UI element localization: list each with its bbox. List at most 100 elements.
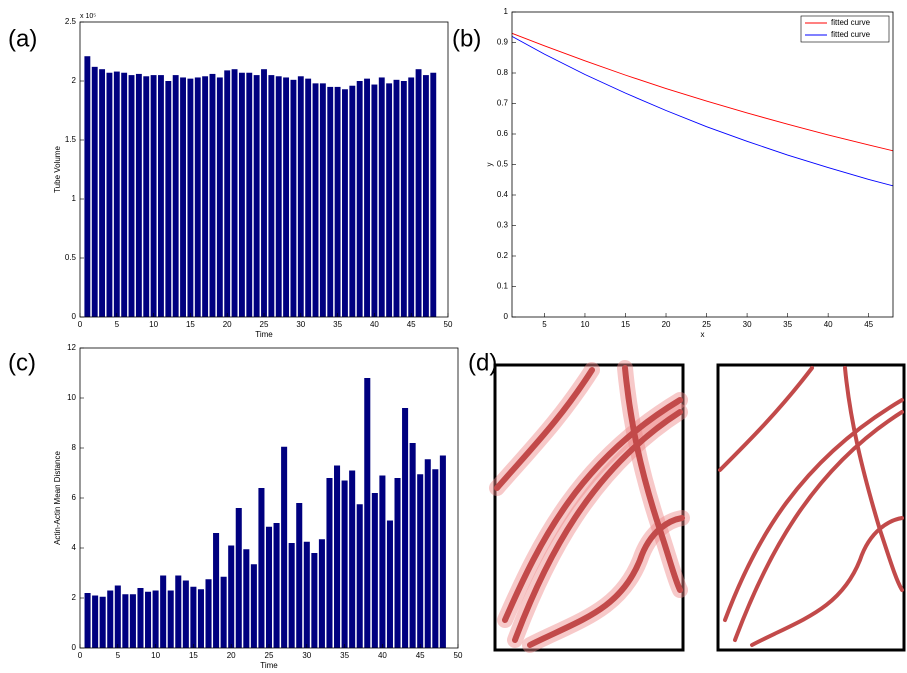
y-tick-label: 0.4 <box>497 190 509 199</box>
x-tick-label: 15 <box>189 651 198 660</box>
y-tick-label: 0 <box>72 643 77 652</box>
bar <box>167 590 174 648</box>
bar <box>202 76 209 317</box>
bar <box>143 76 150 317</box>
bar <box>341 480 348 648</box>
bar <box>91 66 98 317</box>
bar <box>318 539 325 648</box>
bar <box>197 589 204 648</box>
bar <box>432 469 439 648</box>
y-tick-label: 0.9 <box>497 38 509 47</box>
bar <box>424 459 431 648</box>
y-axis-label: Tube Volume <box>53 146 62 193</box>
x-tick-label: 20 <box>662 320 671 329</box>
bar <box>224 70 231 317</box>
bar <box>172 75 179 317</box>
bar <box>379 475 386 648</box>
bar <box>122 594 129 648</box>
bar <box>150 75 157 317</box>
bar <box>349 470 356 648</box>
y-tick-label: 0.3 <box>497 221 509 230</box>
bar <box>386 83 393 317</box>
bar <box>187 78 194 317</box>
bar <box>145 591 152 648</box>
bar <box>243 549 250 648</box>
x-tick-label: 40 <box>824 320 833 329</box>
x-tick-label: 50 <box>444 320 453 329</box>
bar <box>327 86 334 318</box>
y-tick-label: 0 <box>72 312 77 321</box>
bar <box>312 83 319 317</box>
bar <box>364 78 370 317</box>
x-tick-label: 50 <box>454 651 463 660</box>
x-axis-label: Time <box>260 661 278 670</box>
bar <box>137 588 144 648</box>
bar <box>364 378 371 648</box>
bar <box>250 564 257 648</box>
x-tick-label: 35 <box>340 651 349 660</box>
x-tick-label: 10 <box>151 651 160 660</box>
y-tick-label: 0.5 <box>497 160 509 169</box>
panel-label: (b) <box>452 25 481 52</box>
bar <box>400 81 407 317</box>
bar <box>238 72 245 318</box>
y-multiplier: x 10⁵ <box>80 13 96 20</box>
panel-label: (a) <box>8 25 37 52</box>
panel-label: (d) <box>468 349 497 376</box>
x-tick-label: 20 <box>223 320 232 329</box>
y-tick-label: 0 <box>504 312 509 321</box>
x-tick-label: 30 <box>296 320 305 329</box>
x-tick-label: 40 <box>378 651 387 660</box>
bar <box>205 579 212 648</box>
y-tick-label: 0.5 <box>65 253 77 262</box>
bar <box>180 77 186 318</box>
bar <box>246 72 253 318</box>
y-tick-label: 8 <box>72 443 77 452</box>
bar <box>265 526 273 648</box>
bar <box>190 586 197 648</box>
bar <box>182 580 189 648</box>
y-tick-label: 2 <box>72 593 77 602</box>
x-tick-label: 45 <box>407 320 416 329</box>
line <box>511 32 894 152</box>
bar <box>371 493 378 648</box>
x-tick-label: 10 <box>149 320 158 329</box>
filament-image-right <box>716 363 906 652</box>
x-tick-label: 40 <box>370 320 379 329</box>
bar <box>290 79 297 317</box>
x-tick-label: 10 <box>581 320 590 329</box>
y-tick-label: 1 <box>504 7 509 16</box>
x-tick-label: 35 <box>333 320 342 329</box>
bar <box>135 73 142 317</box>
bar <box>129 594 136 648</box>
filament-image-left <box>489 360 690 653</box>
bar <box>378 77 385 318</box>
y-tick-label: 2.5 <box>65 17 77 26</box>
bar <box>273 523 280 648</box>
x-tick-label: 25 <box>260 320 269 329</box>
bar <box>319 83 326 317</box>
bar <box>422 75 429 317</box>
x-tick-label: 15 <box>621 320 630 329</box>
y-tick-label: 2 <box>72 76 77 85</box>
bar <box>175 575 182 648</box>
y-axis-label: y <box>485 163 494 167</box>
x-tick-label: 45 <box>416 651 425 660</box>
bar <box>417 474 424 648</box>
bar <box>393 79 400 317</box>
bar <box>158 75 164 317</box>
bar <box>220 576 227 648</box>
bar <box>408 77 415 318</box>
bar <box>235 508 242 648</box>
x-tick-label: 20 <box>227 651 236 660</box>
bar <box>303 541 310 648</box>
bar <box>160 575 167 648</box>
bar <box>106 72 113 318</box>
y-tick-label: 4 <box>72 543 77 552</box>
bar <box>114 585 121 648</box>
x-axis-label: x <box>701 330 705 339</box>
bar <box>394 478 401 648</box>
bar <box>92 595 99 648</box>
bar <box>386 520 393 648</box>
